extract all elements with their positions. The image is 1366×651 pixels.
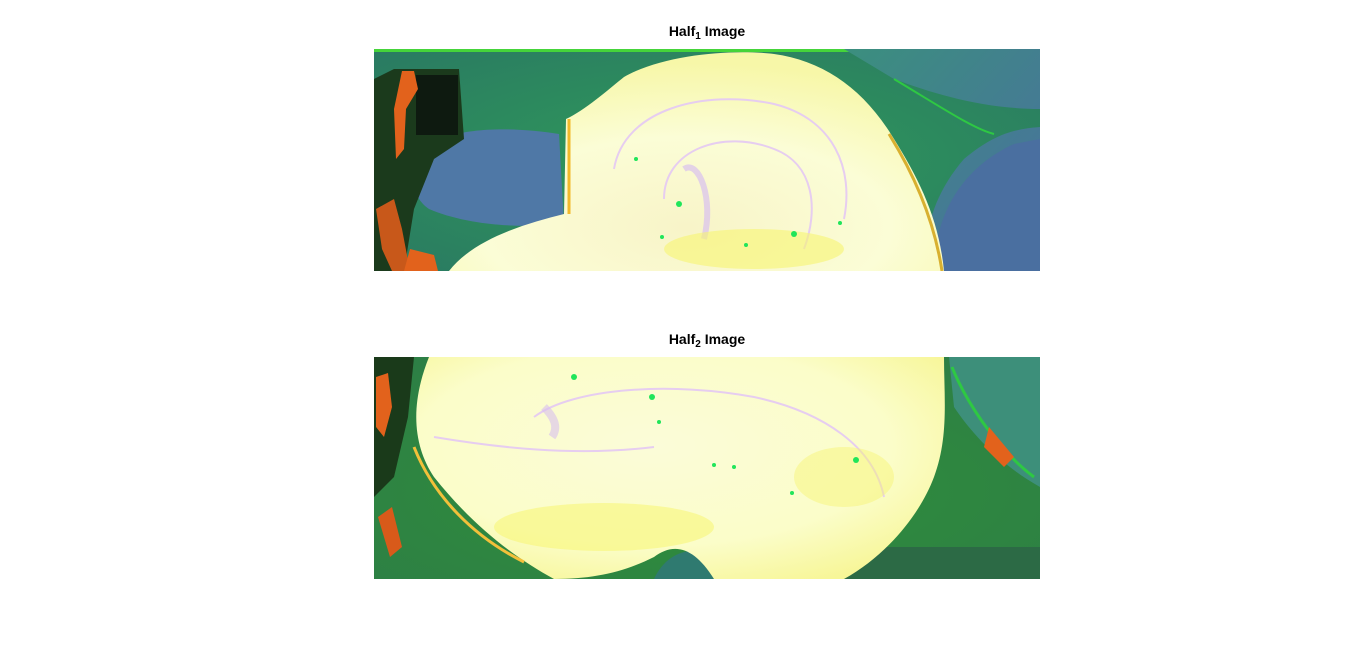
panel-1-title-rest: Image xyxy=(700,23,746,39)
orange-edge-3 xyxy=(984,427,1014,467)
half-1-image xyxy=(374,49,1040,271)
speck xyxy=(712,463,716,467)
speck xyxy=(676,201,682,207)
petal-yellow-glow-1 xyxy=(494,503,714,551)
orange-edge-2 xyxy=(376,199,410,271)
speck xyxy=(853,457,859,463)
petal-yellow-glow xyxy=(664,229,844,269)
dark-patch xyxy=(416,75,458,135)
orange-edge-3 xyxy=(404,249,438,271)
half-2-image-canvas xyxy=(374,357,1040,579)
orange-edge-1 xyxy=(394,71,418,159)
speck xyxy=(790,491,794,495)
panel-2-title-rest: Image xyxy=(700,331,746,347)
petal-swirl-1 xyxy=(613,98,848,220)
half-1-image-canvas xyxy=(374,49,1040,271)
speck xyxy=(744,243,748,247)
panel-2-title: Half2 Image xyxy=(374,331,1040,350)
panel-2-title-subscript: 2 xyxy=(695,339,701,350)
speck xyxy=(571,374,577,380)
leaf-edge xyxy=(950,366,1035,479)
speck xyxy=(791,231,797,237)
right-leaf xyxy=(949,357,1040,487)
petal-swirl-1 xyxy=(533,387,885,498)
orange-edge-2 xyxy=(378,507,402,557)
petal-lavender xyxy=(541,404,560,440)
orange-edge-1 xyxy=(376,373,392,437)
petal-swirl-2 xyxy=(433,436,655,453)
rose-edge-left xyxy=(412,446,525,564)
speck xyxy=(838,221,842,225)
speck xyxy=(649,394,655,400)
panel-2-title-main: Half xyxy=(668,331,696,347)
speck xyxy=(660,235,664,239)
top-edge xyxy=(374,49,1040,52)
leaf-vein xyxy=(893,78,995,135)
panel-1-title: Half1 Image xyxy=(374,23,1040,42)
panel-1-title-main: Half xyxy=(668,23,696,39)
rose-petals xyxy=(449,52,944,271)
petal-swirl-2 xyxy=(663,140,813,250)
petal-lavender xyxy=(682,164,711,240)
rose-edge-right xyxy=(887,133,944,271)
panel-1-title-subscript: 1 xyxy=(695,31,701,42)
left-leaf xyxy=(412,129,564,226)
speck xyxy=(634,157,638,161)
speck xyxy=(657,420,661,424)
half-2-image xyxy=(374,357,1040,579)
speck xyxy=(732,465,736,469)
right-lower-leaf xyxy=(934,139,1040,271)
petal-yellow-glow-2 xyxy=(794,447,894,507)
